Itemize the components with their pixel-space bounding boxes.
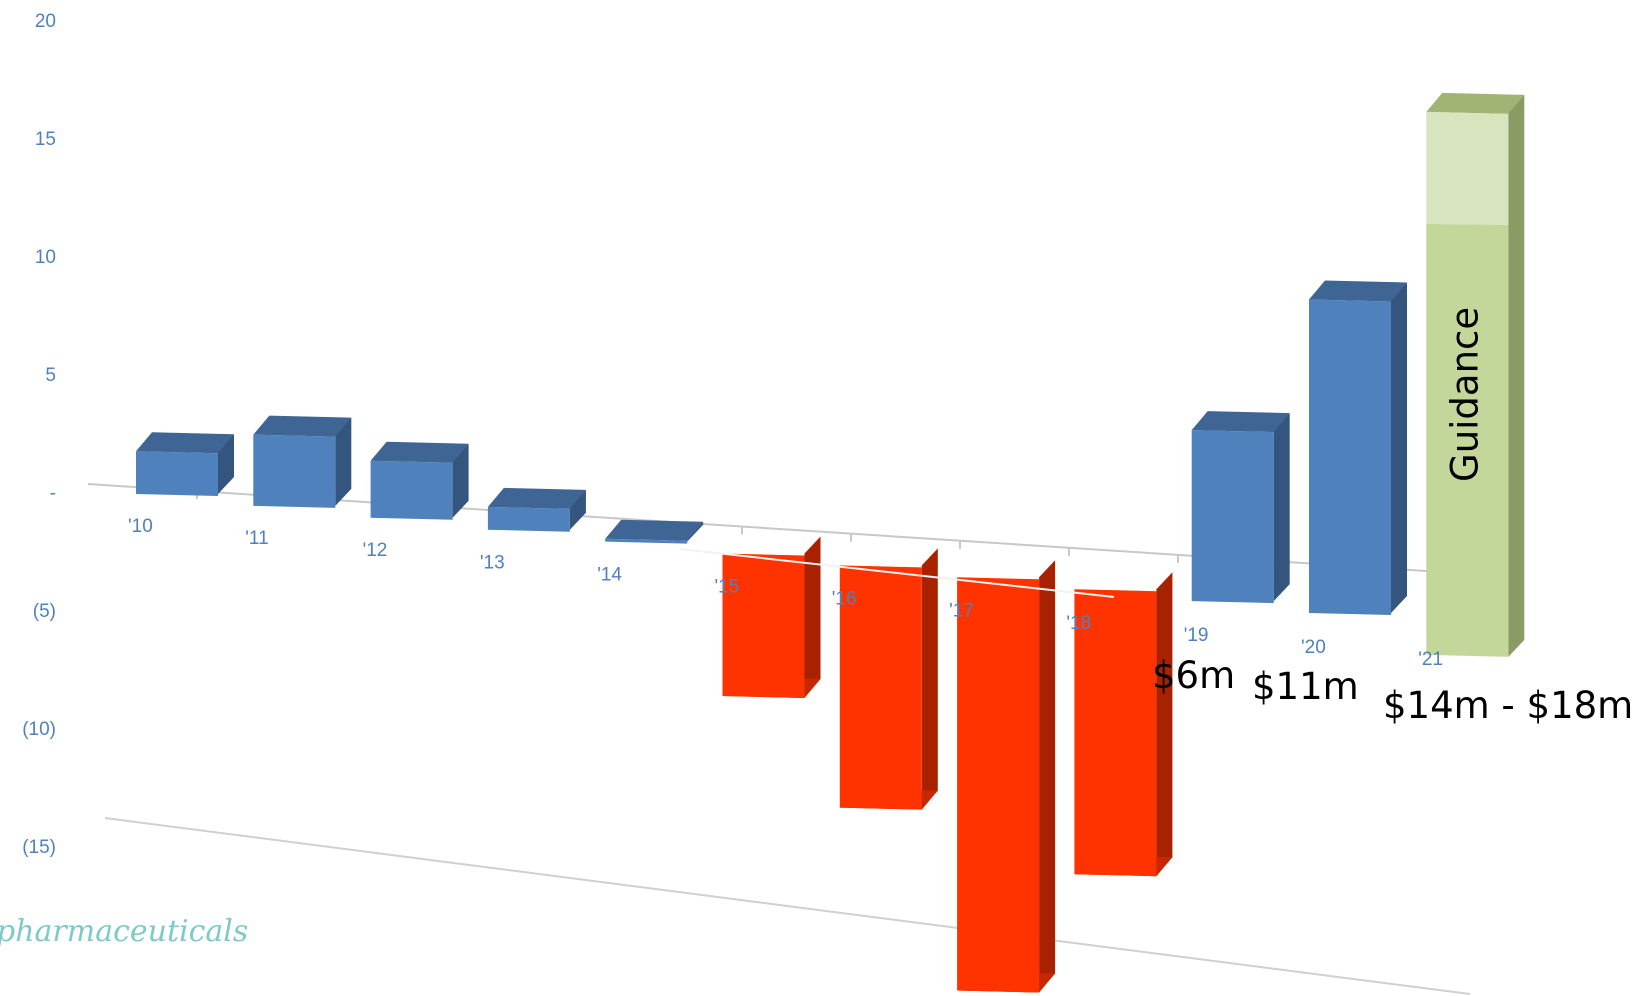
y-tick-label: (15) <box>22 837 56 858</box>
bar-side <box>1039 560 1056 991</box>
bar <box>722 536 821 698</box>
y-tick-label: (5) <box>33 601 56 622</box>
y-tick-label: 10 <box>35 247 56 268</box>
bar-front <box>370 460 453 520</box>
bar-front <box>253 434 336 508</box>
bar-front <box>1191 430 1274 604</box>
bar-top <box>253 415 352 437</box>
y-tick-label: 20 <box>35 11 56 32</box>
bar-front <box>1074 589 1157 877</box>
annotations: $6m $11m $14m - $18m <box>1152 654 1633 727</box>
value-annotation: $14m - $18m <box>1383 684 1633 727</box>
bar <box>253 415 352 508</box>
bar-front <box>136 451 218 496</box>
bar-top <box>487 487 586 509</box>
x-tick-label: '13 <box>480 552 505 573</box>
bar <box>957 560 1056 993</box>
bar-top <box>370 441 469 463</box>
bar-front <box>487 506 570 532</box>
bar-side <box>921 548 938 808</box>
x-tick-label: '21 <box>1418 649 1443 670</box>
bar-side <box>1508 94 1525 657</box>
bar-side <box>335 417 352 506</box>
x-tick-label: '11 <box>245 528 268 549</box>
y-tick-label: (10) <box>22 719 56 740</box>
x-tick-label: '12 <box>363 540 388 561</box>
value-annotation: $11m <box>1252 665 1359 708</box>
x-tick-label: '20 <box>1301 637 1326 658</box>
bar-front <box>957 577 1040 993</box>
bar-top <box>1191 411 1290 433</box>
bar-side <box>452 443 469 518</box>
bar-side <box>1391 282 1407 613</box>
bar-top <box>1309 280 1407 302</box>
bar <box>1191 411 1290 604</box>
x-tick-label: '16 <box>832 589 857 610</box>
bar-side <box>687 521 704 542</box>
bar <box>839 548 938 810</box>
zero-line-front <box>679 548 1115 598</box>
bar-front <box>1309 299 1391 615</box>
value-annotation: $6m <box>1152 654 1235 697</box>
bar-side <box>569 489 586 530</box>
guidance-label: Guidance <box>1443 307 1486 482</box>
watermark-text: pharmaceuticals <box>0 914 248 949</box>
x-tick-label: '17 <box>949 601 974 622</box>
guidance-bar-lower <box>1426 223 1509 657</box>
bar-side <box>1156 572 1173 875</box>
x-tick-label: '18 <box>1066 613 1091 634</box>
x-tick-label: '14 <box>597 564 622 585</box>
y-tick-label: 15 <box>35 129 56 150</box>
bar <box>370 441 469 520</box>
bar-top <box>136 432 234 454</box>
bar-top <box>605 519 704 541</box>
bar-side <box>1273 413 1290 602</box>
bar-front <box>605 538 688 544</box>
y-tick-label: - <box>50 483 56 504</box>
bar <box>605 519 704 544</box>
bar <box>1309 280 1407 615</box>
y-tick-label: 5 <box>45 365 56 386</box>
bar-front <box>839 565 922 810</box>
bars-group: '10 '11 '12 '13 '14 '15 '16 '17 '18 '19 '20 Guidanc… <box>128 92 1525 993</box>
x-tick-label: '19 <box>1184 625 1209 646</box>
bar-side <box>218 434 234 494</box>
x-tick-label: '10 <box>128 516 153 537</box>
floor-line <box>104 817 1471 995</box>
bar-front <box>722 553 805 698</box>
bar-top <box>1426 92 1525 114</box>
y-axis: 20 15 10 5 - (5) (10) (15) <box>22 11 56 858</box>
x-tick-label: '15 <box>715 577 740 598</box>
bar: Guidance <box>1426 92 1525 657</box>
guidance-bar-upper <box>1426 111 1509 225</box>
bar <box>136 432 234 496</box>
bar <box>1074 572 1173 877</box>
bar <box>487 487 586 532</box>
bar-side <box>804 536 821 696</box>
